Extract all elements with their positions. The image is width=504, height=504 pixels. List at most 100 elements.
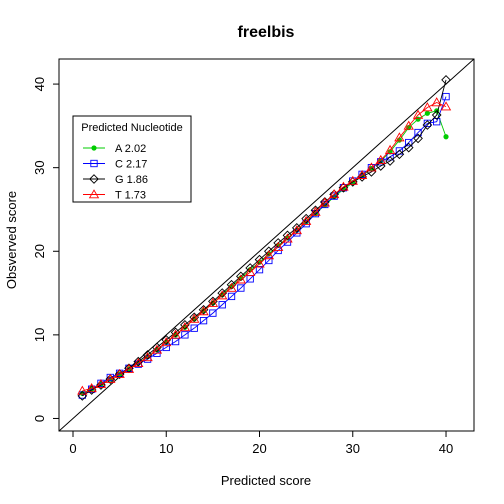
series-T — [77, 97, 452, 395]
y-tick-label: 10 — [32, 328, 47, 342]
data-point — [415, 116, 421, 122]
data-point — [329, 189, 339, 200]
data-point — [301, 213, 311, 224]
data-point — [424, 110, 430, 116]
data-point — [282, 233, 293, 243]
data-point — [442, 92, 450, 101]
data-point — [403, 120, 414, 130]
data-point — [272, 241, 284, 251]
data-point — [77, 385, 88, 395]
data-point — [403, 142, 414, 153]
x-tick-label: 40 — [439, 441, 453, 456]
data-point — [265, 256, 273, 265]
data-point — [217, 288, 228, 298]
data-point — [282, 230, 293, 241]
legend-marker — [90, 159, 98, 168]
data-point — [227, 292, 236, 301]
data-point — [366, 162, 377, 172]
data-point — [189, 313, 200, 323]
x-axis-label: Predicted score — [221, 473, 311, 488]
y-axis-label: Obsverved score — [4, 191, 19, 289]
data-point — [114, 368, 125, 378]
data-point — [151, 344, 163, 354]
data-point — [142, 350, 153, 360]
data-point — [181, 331, 189, 339]
legend-box — [72, 115, 192, 203]
y-tick-label: 20 — [32, 244, 47, 258]
data-point — [384, 144, 396, 154]
data-point — [218, 301, 226, 309]
legend-marker — [91, 145, 97, 151]
data-point — [338, 182, 349, 193]
data-point — [161, 335, 172, 345]
data-point — [86, 383, 97, 393]
data-point — [226, 279, 237, 290]
data-point — [422, 102, 433, 112]
legend-item-label: C 2.17 — [115, 159, 147, 171]
data-point — [319, 197, 330, 207]
data-point — [208, 296, 218, 307]
data-point — [199, 317, 208, 325]
data-point — [170, 329, 181, 339]
data-point — [441, 75, 451, 85]
data-point — [217, 290, 228, 300]
data-point — [414, 128, 422, 137]
data-point — [328, 189, 340, 199]
data-point — [291, 223, 302, 233]
data-point — [255, 266, 264, 274]
chart-title: freelbis — [238, 24, 295, 41]
data-point — [422, 120, 433, 130]
plot-frame — [58, 58, 475, 432]
legend-title: Predicted Nucleotide — [81, 122, 183, 134]
data-point — [254, 258, 265, 268]
data-point — [433, 118, 441, 126]
data-point — [95, 378, 107, 388]
plot-clip-group — [59, 59, 474, 431]
data-point — [375, 154, 386, 164]
data-point — [413, 133, 423, 144]
legend-marker — [88, 189, 100, 199]
data-point — [263, 250, 275, 260]
x-tick-label: 30 — [346, 441, 360, 456]
y-tick-label: 0 — [32, 415, 47, 422]
data-point — [338, 181, 349, 191]
y-tick-label: 30 — [32, 160, 47, 174]
x-tick-label: 0 — [69, 441, 76, 456]
data-point — [385, 156, 395, 166]
data-point — [302, 220, 310, 228]
data-point — [300, 215, 312, 225]
legend-item-label: G 1.86 — [115, 174, 148, 186]
data-point — [133, 357, 144, 368]
data-point — [190, 324, 198, 332]
data-point — [443, 134, 449, 140]
data-point — [431, 97, 442, 107]
data-point — [142, 352, 153, 362]
data-point — [245, 266, 256, 276]
data-point — [209, 309, 217, 317]
data-point — [356, 169, 368, 179]
data-point — [405, 138, 413, 147]
data-point — [189, 312, 200, 323]
data-point — [394, 132, 405, 142]
data-point — [123, 363, 135, 373]
data-point — [291, 225, 302, 235]
data-point — [133, 356, 144, 367]
y-tick-label: 40 — [32, 77, 47, 91]
data-point — [235, 274, 247, 284]
axes: 0 10 20 30 40 0 10 20 30 40 — [32, 58, 475, 456]
data-point — [440, 101, 452, 111]
data-point — [347, 175, 358, 185]
legend-marker — [89, 174, 99, 184]
data-point — [394, 149, 405, 160]
data-point — [152, 342, 162, 353]
legend-item-label: A 2.02 — [115, 143, 146, 155]
data-point — [412, 109, 424, 119]
x-tick-label: 10 — [159, 441, 173, 456]
data-point — [431, 110, 442, 120]
data-point — [237, 284, 245, 292]
data-point — [375, 161, 386, 171]
data-point — [236, 271, 246, 282]
data-point — [207, 297, 219, 307]
data-point — [170, 327, 181, 338]
